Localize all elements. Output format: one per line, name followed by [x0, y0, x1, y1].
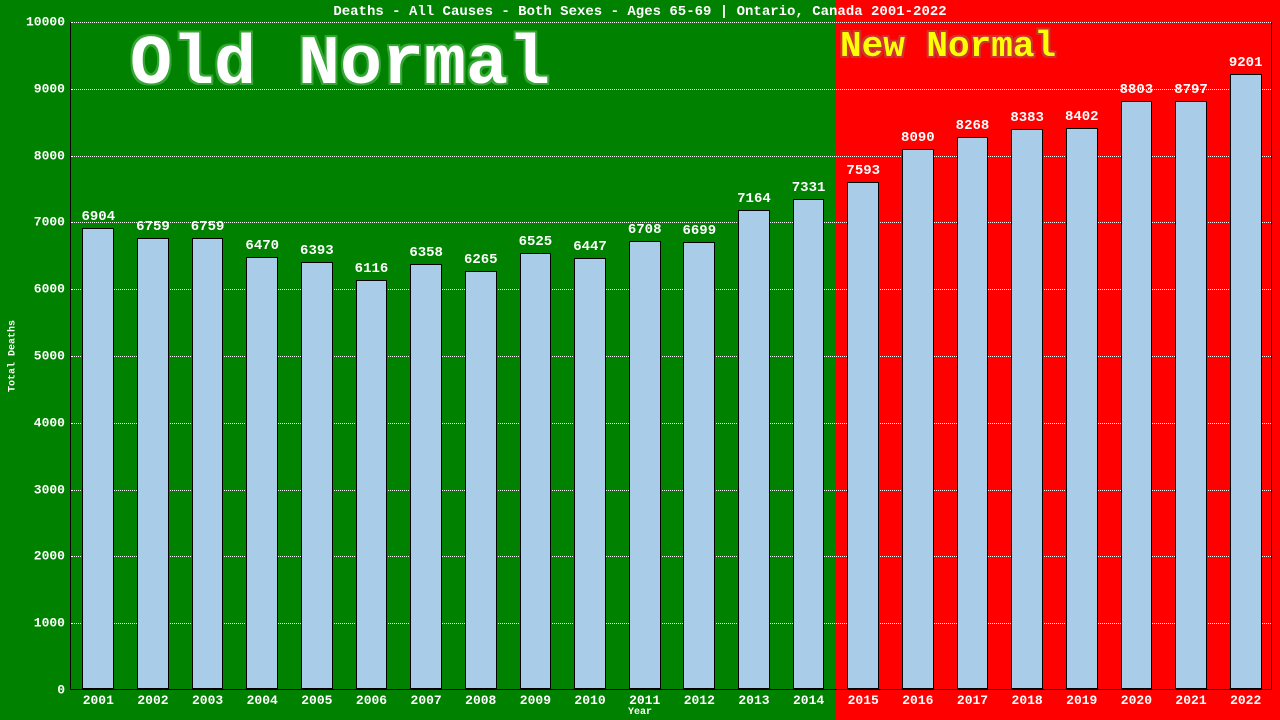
ytick-label: 9000 [34, 81, 71, 96]
bar: 6904 [82, 228, 114, 689]
ytick-label: 2000 [34, 549, 71, 564]
ytick-label: 10000 [26, 15, 71, 30]
xtick-label: 2019 [1066, 693, 1097, 708]
xtick-label: 2012 [684, 693, 715, 708]
bar-value-label: 8803 [1120, 82, 1154, 98]
ytick-label: 8000 [34, 148, 71, 163]
xtick-label: 2002 [137, 693, 168, 708]
bar: 8402 [1066, 128, 1098, 689]
ytick-label: 5000 [34, 349, 71, 364]
bar-value-label: 6904 [82, 209, 116, 225]
ytick-label: 4000 [34, 415, 71, 430]
bar-value-label: 6759 [136, 219, 170, 235]
bar: 6470 [246, 257, 278, 689]
bar: 6393 [301, 262, 333, 689]
xtick-label: 2004 [247, 693, 278, 708]
xtick-label: 2016 [902, 693, 933, 708]
bar: 6265 [465, 271, 497, 690]
bar: 7593 [847, 182, 879, 689]
x-axis-label: Year [0, 707, 1280, 718]
chart-title: Deaths - All Causes - Both Sexes - Ages … [0, 4, 1280, 20]
bar-value-label: 6447 [573, 239, 607, 255]
new-normal-annotation: New Normal [840, 26, 1056, 67]
bar-value-label: 6708 [628, 222, 662, 238]
bar-value-label: 8268 [956, 118, 990, 134]
xtick-label: 2018 [1012, 693, 1043, 708]
xtick-label: 2003 [192, 693, 223, 708]
xtick-label: 2009 [520, 693, 551, 708]
bar: 7164 [738, 210, 770, 689]
bar: 8803 [1121, 101, 1153, 689]
bar-value-label: 8797 [1174, 82, 1208, 98]
xtick-label: 2017 [957, 693, 988, 708]
bar: 8268 [957, 137, 989, 689]
xtick-label: 2015 [848, 693, 879, 708]
bar-value-label: 8090 [901, 130, 935, 146]
bar-value-label: 7593 [846, 163, 880, 179]
plot-area: 0100020003000400050006000700080009000100… [70, 22, 1272, 690]
xtick-label: 2001 [83, 693, 114, 708]
bar-value-label: 6265 [464, 252, 498, 268]
xtick-label: 2011 [629, 693, 660, 708]
bar-value-label: 8402 [1065, 109, 1099, 125]
xtick-label: 2005 [301, 693, 332, 708]
bar-value-label: 7331 [792, 180, 826, 196]
ytick-label: 3000 [34, 482, 71, 497]
bar-value-label: 6393 [300, 243, 334, 259]
bar-value-label: 8383 [1010, 110, 1044, 126]
xtick-label: 2022 [1230, 693, 1261, 708]
bar: 9201 [1230, 74, 1262, 689]
bar: 6759 [137, 238, 169, 690]
ytick-label: 6000 [34, 282, 71, 297]
bar: 6708 [629, 241, 661, 689]
bar: 6699 [683, 242, 715, 689]
bar: 8090 [902, 149, 934, 689]
gridline [71, 22, 1271, 23]
bar-value-label: 6358 [409, 245, 443, 261]
bar-value-label: 6759 [191, 219, 225, 235]
ytick-label: 7000 [34, 215, 71, 230]
xtick-label: 2021 [1175, 693, 1206, 708]
deaths-bar-chart: Deaths - All Causes - Both Sexes - Ages … [0, 0, 1280, 720]
xtick-label: 2010 [574, 693, 605, 708]
bar-value-label: 6116 [355, 261, 389, 277]
bar: 6447 [574, 258, 606, 689]
ytick-label: 0 [57, 683, 71, 698]
xtick-label: 2020 [1121, 693, 1152, 708]
bar-value-label: 6470 [245, 238, 279, 254]
xtick-label: 2013 [738, 693, 769, 708]
bar: 6759 [192, 238, 224, 690]
xtick-label: 2007 [411, 693, 442, 708]
bar: 6525 [520, 253, 552, 689]
y-axis-label: Total Deaths [8, 320, 19, 392]
bar-value-label: 6699 [683, 223, 717, 239]
ytick-label: 1000 [34, 616, 71, 631]
xtick-label: 2008 [465, 693, 496, 708]
old-normal-annotation: Old Normal [130, 26, 550, 105]
xtick-label: 2014 [793, 693, 824, 708]
bar-value-label: 6525 [519, 234, 553, 250]
bar-value-label: 9201 [1229, 55, 1263, 71]
bar: 6116 [356, 280, 388, 689]
bar: 7331 [793, 199, 825, 689]
bar-value-label: 7164 [737, 191, 771, 207]
bar: 8797 [1175, 101, 1207, 689]
bar: 6358 [410, 264, 442, 689]
bar: 8383 [1011, 129, 1043, 689]
xtick-label: 2006 [356, 693, 387, 708]
